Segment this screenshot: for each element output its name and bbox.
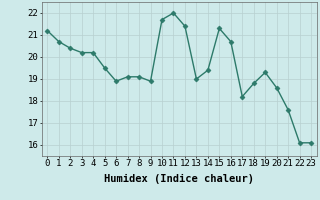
X-axis label: Humidex (Indice chaleur): Humidex (Indice chaleur): [104, 174, 254, 184]
